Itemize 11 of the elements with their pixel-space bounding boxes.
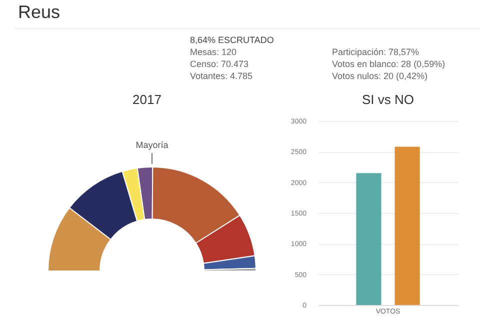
text: Votos en blanco: 28 (0,59%) (332, 58, 446, 70)
chart-title: SI vs NO (362, 92, 414, 107)
text: Votos nulos: 20 (0,42%) (332, 70, 429, 82)
text: Censo: 70.473 (190, 58, 250, 70)
text: Participación: 78,57% (332, 46, 420, 58)
text: Mayoría (136, 140, 168, 150)
text: Mesas: 120 (190, 46, 238, 58)
text: 8,64% ESCRUTADO (190, 34, 274, 46)
chart-title: 2017 (132, 92, 162, 107)
text: Reus (18, 2, 60, 23)
text: Votantes: 4.785 (190, 70, 254, 82)
